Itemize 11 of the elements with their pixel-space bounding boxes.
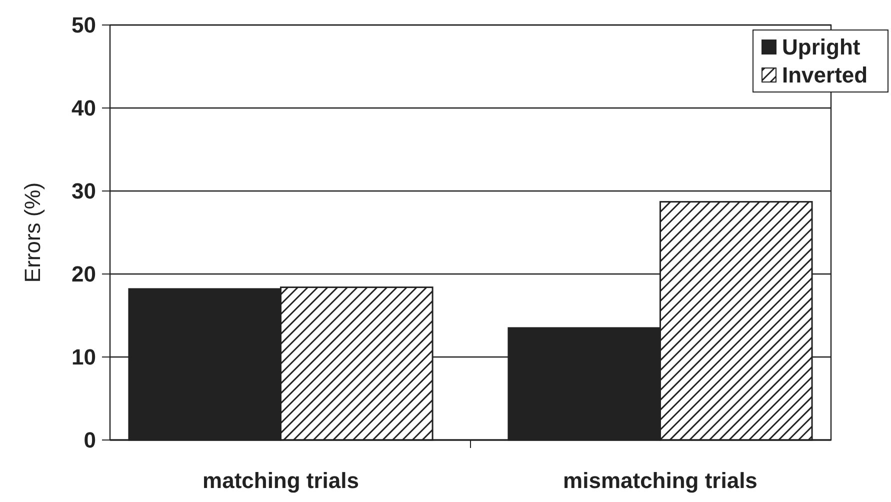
x-tick-label: matching trials <box>202 468 360 493</box>
y-axis-title: Errors (%) <box>20 182 45 283</box>
x-tick-label: mismatching trials <box>563 468 758 493</box>
y-tick-label: 10 <box>72 344 96 370</box>
legend-label: Inverted <box>782 62 868 88</box>
y-tick-label: 50 <box>72 12 96 38</box>
legend-label: Upright <box>782 34 861 60</box>
y-tick-label: 0 <box>84 428 96 453</box>
y-tick-label: 40 <box>72 96 96 121</box>
y-tick-label: 20 <box>72 262 96 287</box>
y-tick-label: 30 <box>72 178 96 204</box>
